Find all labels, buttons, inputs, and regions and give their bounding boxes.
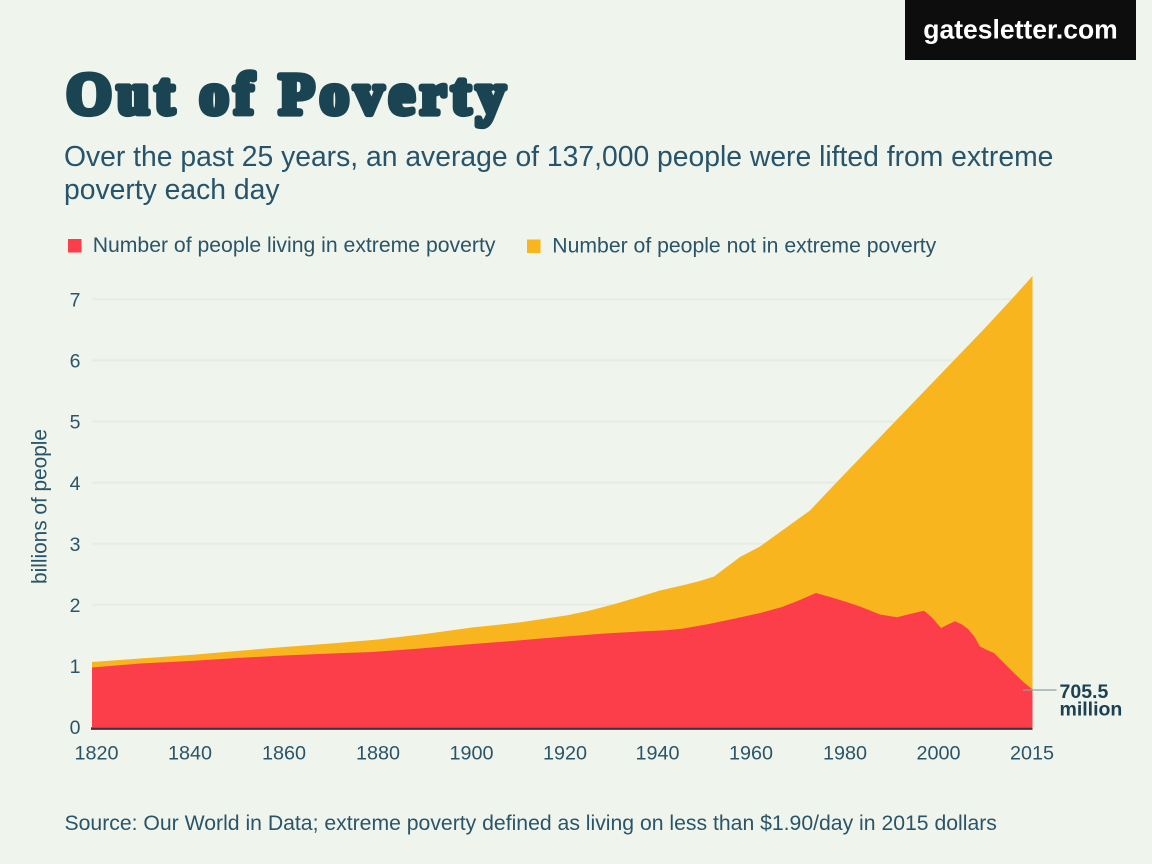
svg-text:Over the past 25 years, an ave: Over the past 25 years, an average of 13… bbox=[64, 140, 1053, 172]
svg-text:1960: 1960 bbox=[729, 743, 773, 765]
svg-text:6: 6 bbox=[70, 351, 81, 373]
svg-text:5: 5 bbox=[70, 412, 81, 434]
svg-text:2000: 2000 bbox=[916, 743, 960, 765]
svg-text:1860: 1860 bbox=[262, 743, 306, 765]
svg-text:4: 4 bbox=[70, 473, 81, 495]
svg-text:1900: 1900 bbox=[449, 743, 493, 765]
svg-text:gatesletter.com: gatesletter.com bbox=[923, 15, 1117, 45]
svg-text:Source: Our World in Data; ext: Source: Our World in Data; extreme pover… bbox=[65, 812, 997, 835]
svg-text:3: 3 bbox=[70, 534, 81, 556]
svg-text:1920: 1920 bbox=[543, 743, 587, 765]
svg-text:2: 2 bbox=[70, 595, 81, 617]
svg-text:poverty each day: poverty each day bbox=[64, 173, 280, 205]
svg-text:Number of people not in extrem: Number of people not in extreme poverty bbox=[552, 235, 936, 258]
svg-text:1940: 1940 bbox=[635, 743, 679, 765]
svg-text:0: 0 bbox=[70, 717, 81, 739]
svg-text:Number of people living in ext: Number of people living in extreme pover… bbox=[93, 234, 496, 257]
svg-text:1980: 1980 bbox=[823, 743, 867, 765]
svg-text:billions of people: billions of people bbox=[29, 429, 52, 584]
svg-text:1880: 1880 bbox=[356, 743, 400, 765]
svg-text:million: million bbox=[1060, 699, 1123, 721]
svg-text:7: 7 bbox=[70, 290, 81, 312]
svg-text:1840: 1840 bbox=[168, 743, 212, 765]
svg-text:1: 1 bbox=[70, 656, 81, 678]
svg-text:705.5: 705.5 bbox=[1060, 681, 1109, 703]
svg-text:Out of Poverty: Out of Poverty bbox=[67, 62, 511, 127]
svg-text:2015: 2015 bbox=[1010, 743, 1054, 765]
svg-text:1820: 1820 bbox=[74, 743, 118, 765]
